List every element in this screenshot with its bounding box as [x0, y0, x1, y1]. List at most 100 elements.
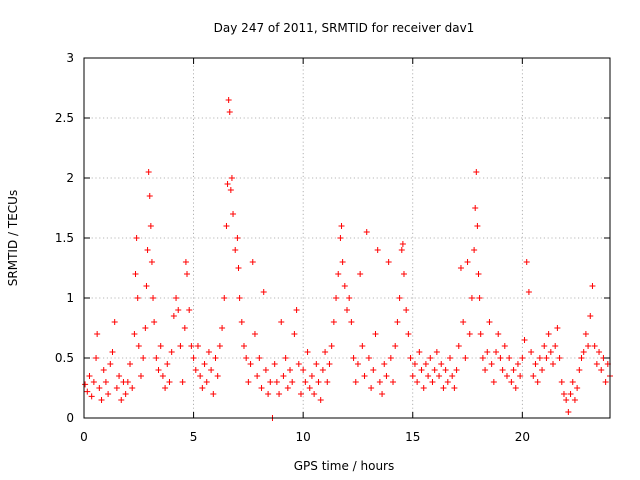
data-point [219, 325, 226, 331]
data-point [243, 355, 250, 361]
data-point [134, 295, 141, 301]
data-point [210, 391, 217, 397]
data-point [304, 349, 311, 355]
data-point [118, 397, 125, 403]
data-point [335, 271, 342, 277]
data-point [447, 355, 454, 361]
data-point [226, 109, 233, 115]
data-point [521, 337, 528, 343]
data-point [431, 367, 438, 373]
data-point [162, 385, 169, 391]
data-point [466, 331, 473, 337]
data-point [338, 223, 345, 229]
data-point [249, 259, 256, 265]
data-point [593, 361, 600, 367]
data-point [442, 367, 449, 373]
data-point [519, 355, 526, 361]
data-point [90, 379, 97, 385]
data-point [113, 385, 120, 391]
data-point [476, 295, 483, 301]
data-point [142, 325, 149, 331]
data-point [203, 379, 210, 385]
data-point [135, 343, 142, 349]
x-tick-label: 15 [405, 430, 420, 444]
data-point [164, 361, 171, 367]
data-point [344, 307, 350, 313]
data-point [457, 265, 464, 271]
data-point [190, 355, 197, 361]
data-point [129, 385, 136, 391]
x-tick-label: 20 [515, 430, 530, 444]
data-point [280, 373, 287, 379]
data-point [582, 331, 589, 337]
data-point [545, 331, 552, 337]
data-point [567, 391, 574, 397]
data-point [482, 367, 489, 373]
data-point [436, 373, 443, 379]
data-point [585, 343, 592, 349]
data-point [96, 385, 103, 391]
data-point [234, 235, 241, 241]
data-point [422, 361, 429, 367]
data-point [392, 343, 399, 349]
y-tick-labels: 0 0.5 1 1.5 2 2.5 3 [55, 51, 74, 425]
data-point [370, 367, 377, 373]
data-point [102, 379, 109, 385]
data-point [363, 229, 370, 235]
data-point [403, 307, 410, 313]
y-tick-label: 1 [66, 291, 74, 305]
data-point [453, 367, 460, 373]
data-point [251, 331, 258, 337]
data-point [311, 391, 318, 397]
data-point [556, 355, 563, 361]
data-point [93, 355, 100, 361]
data-point [284, 385, 291, 391]
data-point [365, 355, 372, 361]
data-point [396, 295, 403, 301]
data-point [503, 373, 510, 379]
data-point [475, 271, 482, 277]
data-point [111, 319, 118, 325]
data-point [282, 355, 289, 361]
data-point [150, 295, 157, 301]
data-point [240, 343, 247, 349]
data-point [399, 241, 406, 247]
x-tick-label: 10 [296, 430, 311, 444]
data-point [100, 367, 107, 373]
data-point [506, 355, 513, 361]
data-point [394, 319, 401, 325]
data-point [574, 385, 581, 391]
data-point [444, 379, 451, 385]
data-point [236, 295, 243, 301]
data-point [471, 247, 478, 253]
data-point [86, 373, 93, 379]
data-point [306, 385, 313, 391]
data-point [254, 373, 261, 379]
data-point [372, 331, 379, 337]
data-point [379, 391, 386, 397]
data-point [381, 361, 388, 367]
data-point [317, 397, 324, 403]
x-tick-label: 0 [80, 430, 88, 444]
data-point [352, 379, 359, 385]
data-point [484, 349, 491, 355]
data-point [512, 385, 519, 391]
y-tick-label: 3 [66, 51, 74, 65]
data-point [354, 361, 361, 367]
data-point [184, 271, 191, 277]
data-point [514, 361, 521, 367]
data-point [221, 295, 228, 301]
data-point [144, 247, 151, 253]
data-point [109, 349, 116, 355]
data-point [166, 379, 173, 385]
data-point [530, 373, 537, 379]
data-point [429, 379, 436, 385]
data-point [212, 355, 219, 361]
data-point [497, 355, 504, 361]
data-point [328, 343, 335, 349]
data-point [330, 319, 337, 325]
data-point [547, 349, 554, 355]
data-point [387, 355, 394, 361]
data-point [473, 169, 480, 175]
data-point [124, 379, 131, 385]
